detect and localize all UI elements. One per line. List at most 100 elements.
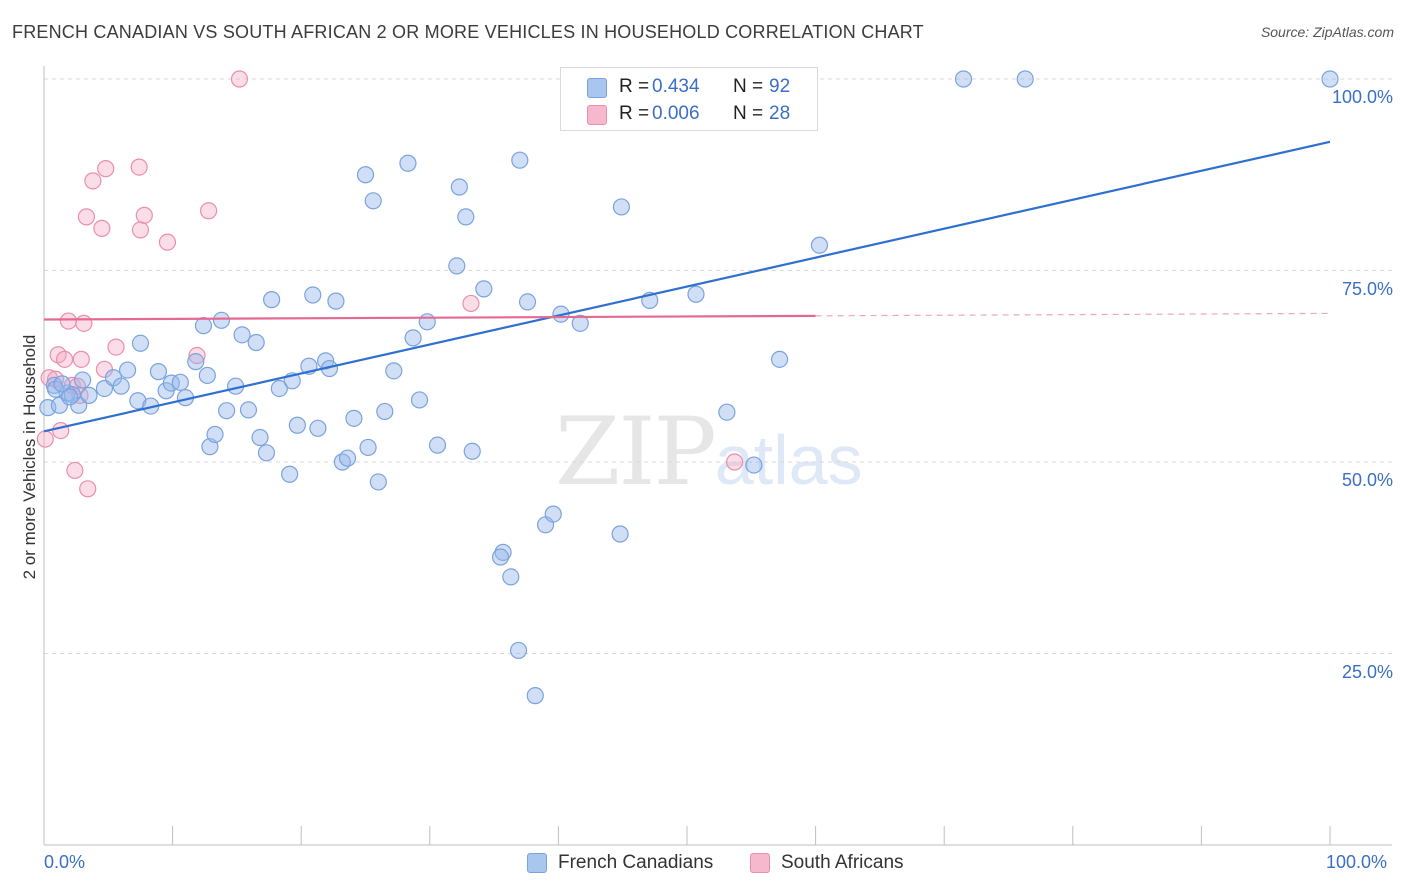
french-canadians-point bbox=[494, 543, 512, 561]
south-africans-point bbox=[77, 208, 96, 226]
french-canadians-points bbox=[39, 70, 1339, 705]
y-tick-label: 50.0% bbox=[1341, 470, 1393, 490]
x-tick-label-min: 0.0% bbox=[44, 852, 86, 872]
french-canadians-point bbox=[404, 329, 422, 347]
french-canadians-point bbox=[251, 428, 269, 447]
french-canadians-point bbox=[475, 280, 493, 298]
french-canadians-point bbox=[338, 449, 357, 467]
french-canadians-point bbox=[611, 525, 629, 543]
french-canadians-point bbox=[345, 409, 363, 427]
y-tick-label: 75.0% bbox=[1341, 278, 1393, 299]
trend-layer bbox=[43, 140, 1331, 433]
french-canadians-point bbox=[239, 401, 258, 419]
french-canadians-point bbox=[770, 350, 789, 368]
legend-row-south-africans: R = 0.006 N = 28 bbox=[561, 100, 817, 128]
watermark: ZIPatlas bbox=[555, 398, 863, 507]
french-canadians-point bbox=[73, 371, 92, 389]
french-canadians-point bbox=[491, 548, 510, 566]
french-canadians-point bbox=[544, 505, 562, 523]
french-canadians-point bbox=[206, 425, 224, 444]
french-canadians-point bbox=[198, 366, 216, 385]
south-africans-point bbox=[72, 350, 90, 368]
south-africans-point bbox=[188, 346, 206, 365]
french-canadians-point bbox=[376, 402, 394, 421]
chart-title: FRENCH CANADIAN VS SOUTH AFRICAN 2 OR MO… bbox=[12, 22, 924, 42]
south-africans-point bbox=[230, 70, 249, 88]
french-canadians-point bbox=[247, 333, 265, 352]
south-africans-point bbox=[55, 350, 74, 368]
french-canadians-point bbox=[718, 403, 736, 421]
south-africans-point bbox=[52, 421, 70, 440]
french-canadians-point bbox=[281, 465, 299, 483]
french-canadians-point bbox=[53, 375, 71, 393]
y-tick-label: 100.0% bbox=[1331, 87, 1393, 107]
x-tick-label-max: 100.0% bbox=[1326, 852, 1388, 872]
south-africans-point bbox=[84, 172, 102, 190]
french-canadians-point bbox=[218, 402, 236, 420]
french-canadians-point bbox=[149, 363, 168, 381]
french-canadians-point bbox=[63, 385, 81, 404]
french-canadians-point bbox=[571, 314, 589, 332]
french-canadians-point bbox=[457, 208, 475, 226]
french-canadians-point bbox=[356, 166, 375, 184]
french-canadians-point bbox=[428, 436, 447, 454]
south-africans-point bbox=[131, 221, 150, 239]
south-africans-point bbox=[130, 158, 148, 176]
french-canadians-point bbox=[187, 353, 205, 371]
french-canadians-point bbox=[304, 286, 322, 304]
south-africans-trendline-extension bbox=[815, 312, 1331, 317]
french-canadians-point bbox=[309, 419, 327, 437]
french-canadians-point bbox=[118, 361, 137, 379]
french-canadians-point bbox=[450, 178, 468, 196]
french-canadians-point bbox=[518, 293, 537, 311]
french-canadians-point bbox=[954, 70, 973, 88]
legend-n-label: N = bbox=[733, 76, 764, 97]
legend-row-french-canadians: R = 0.434 N = 92 bbox=[561, 73, 817, 101]
south-africans-point bbox=[107, 338, 125, 356]
french-canadians-point bbox=[233, 326, 251, 344]
french-canadians-point bbox=[257, 444, 276, 462]
french-canadians-point bbox=[612, 198, 631, 216]
watermark-zip: ZIP bbox=[555, 398, 717, 507]
stats-legend: R = 0.434 N = 92 R = 0.006 N = 28 bbox=[560, 67, 818, 131]
legend-swatch-blue bbox=[587, 78, 607, 98]
south-africans-point bbox=[36, 430, 54, 448]
y-tick-label: 25.0% bbox=[1341, 661, 1393, 682]
south-africans-point bbox=[158, 233, 177, 251]
legend-label: French Canadians bbox=[558, 852, 714, 873]
french-canadians-point bbox=[399, 154, 417, 172]
grid-layer bbox=[44, 78, 1392, 654]
legend-r-value: 0.006 bbox=[652, 103, 700, 124]
french-canadians-point bbox=[687, 285, 705, 303]
south-africans-point bbox=[79, 480, 97, 498]
french-canadians-point bbox=[80, 386, 98, 404]
south-africans-points bbox=[36, 70, 744, 498]
french-canadians-point bbox=[509, 641, 528, 660]
french-canadians-point bbox=[385, 362, 403, 380]
french-canadians-point bbox=[162, 374, 180, 392]
south-africans-point bbox=[66, 461, 84, 480]
french-canadians-point bbox=[327, 292, 345, 310]
legend-swatch-pink bbox=[587, 105, 607, 125]
legend-r-label: R = bbox=[619, 76, 650, 97]
french-canadians-point bbox=[112, 377, 130, 395]
french-canadians-point bbox=[526, 687, 544, 705]
french-canadians-trendline bbox=[43, 140, 1331, 433]
axis-layer bbox=[43, 66, 1392, 846]
south-africans-trendline bbox=[43, 314, 816, 321]
french-canadians-point bbox=[448, 257, 466, 275]
south-africans-point bbox=[462, 294, 480, 313]
french-canadians-point bbox=[129, 392, 147, 410]
legend-swatch-pink bbox=[750, 853, 770, 873]
legend-n-value: 92 bbox=[769, 76, 791, 97]
legend-r-label: R = bbox=[619, 103, 650, 124]
south-africans-point bbox=[59, 312, 78, 330]
french-canadians-point bbox=[745, 456, 763, 474]
source-note: Source: ZipAtlas.com bbox=[1260, 24, 1394, 40]
french-canadians-point bbox=[418, 313, 436, 331]
legend-swatch-blue bbox=[527, 853, 547, 873]
french-canadians-point bbox=[511, 151, 529, 169]
french-canadians-point bbox=[502, 568, 520, 586]
south-africans-point bbox=[75, 314, 93, 332]
